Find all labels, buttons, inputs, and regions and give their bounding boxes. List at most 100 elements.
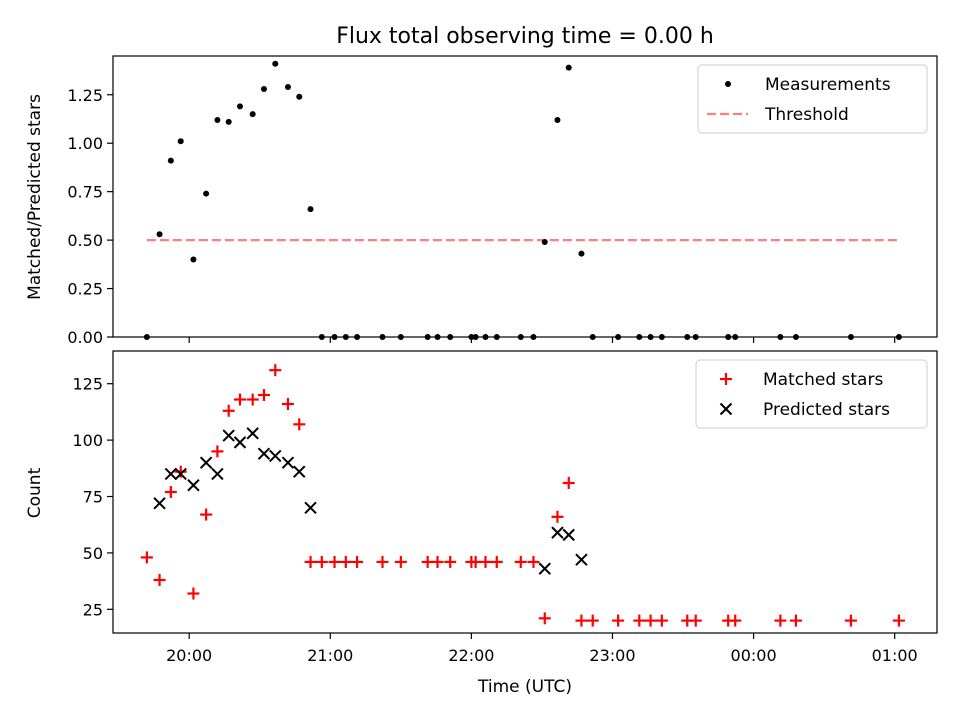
matched-star-point bbox=[479, 555, 492, 568]
matched-star-point bbox=[612, 614, 625, 627]
predicted-star-point bbox=[257, 447, 271, 460]
measurement-point bbox=[684, 334, 691, 340]
bottom-y-tick-label: 50 bbox=[83, 544, 103, 563]
measurement-point bbox=[578, 250, 585, 257]
bottom-y-axis-label: Count bbox=[25, 467, 45, 518]
bottom-x-tick-label: 21:00 bbox=[307, 646, 353, 665]
predicted-star-point bbox=[174, 467, 187, 481]
measurement-point bbox=[225, 118, 232, 125]
measurement-point bbox=[493, 334, 500, 340]
measurement-point bbox=[777, 334, 784, 340]
matched-star-point bbox=[281, 398, 294, 411]
bottom-x-tick-label: 23:00 bbox=[589, 646, 635, 665]
predicted-star-point-b bbox=[562, 528, 575, 542]
measurement-point bbox=[397, 334, 404, 340]
top-legend: Measurements Threshold bbox=[697, 64, 928, 134]
measurement-point bbox=[203, 190, 210, 197]
measurement-point bbox=[284, 84, 291, 91]
matched-star-point bbox=[527, 555, 540, 568]
measurement-point bbox=[541, 239, 548, 246]
predicted-star-point bbox=[233, 436, 247, 449]
matched-star-point bbox=[892, 614, 905, 627]
matched-star-point bbox=[246, 393, 259, 406]
matched-star-point bbox=[490, 555, 503, 568]
measurement-point bbox=[236, 103, 243, 110]
predicted-star-point bbox=[562, 528, 575, 542]
matched-star-point bbox=[689, 614, 702, 627]
legend-predicted-marker bbox=[719, 402, 733, 416]
predicted-star-point-b bbox=[233, 436, 247, 449]
bottom-y-tick-label: 100 bbox=[72, 431, 103, 450]
matched-star-point bbox=[153, 573, 166, 586]
measurement-point bbox=[379, 334, 386, 340]
matched-star-point bbox=[394, 555, 407, 568]
measurement-point bbox=[725, 334, 732, 340]
measurement-point bbox=[307, 206, 314, 213]
top-y-tick-label: 0.00 bbox=[67, 328, 103, 347]
measurement-point bbox=[895, 334, 902, 340]
legend-measurements-label: Measurements bbox=[765, 75, 891, 95]
matched-star-point bbox=[339, 555, 352, 568]
matched-star-point bbox=[187, 587, 200, 600]
bottom-y-tick-label: 75 bbox=[83, 488, 103, 507]
matched-star-point bbox=[304, 555, 317, 568]
bottom-x-tick-label: 00:00 bbox=[731, 646, 777, 665]
predicted-star-point bbox=[246, 427, 259, 440]
matched-star-point bbox=[551, 510, 564, 523]
measurement-point bbox=[589, 334, 596, 340]
matched-star-point bbox=[789, 614, 802, 627]
bottom-legend-box bbox=[695, 359, 928, 429]
measurement-point bbox=[554, 116, 561, 123]
matched-star-point bbox=[644, 614, 657, 627]
measurement-point bbox=[447, 334, 454, 340]
matched-star-point bbox=[633, 614, 646, 627]
legend-measurements-marker bbox=[725, 81, 731, 87]
matched-star-point bbox=[586, 614, 599, 627]
matched-star-point bbox=[351, 555, 364, 568]
predicted-star-point bbox=[211, 467, 224, 481]
matched-star-point bbox=[655, 614, 668, 627]
legend-threshold-label: Threshold bbox=[764, 105, 849, 125]
measurement-point bbox=[530, 334, 537, 340]
matched-star-point bbox=[328, 555, 341, 568]
predicted-star-point-b bbox=[257, 447, 271, 460]
top-y-tick-label: 0.75 bbox=[67, 183, 103, 202]
bottom-legend: Matched stars Predicted stars bbox=[695, 359, 928, 429]
measurement-point bbox=[424, 334, 431, 340]
measurement-point bbox=[565, 64, 572, 71]
predicted-star-point bbox=[304, 501, 317, 514]
measurement-point bbox=[847, 334, 854, 340]
predicted-star-point-b bbox=[293, 465, 306, 478]
measurement-point bbox=[732, 334, 739, 340]
top-y-tick-label: 0.50 bbox=[67, 231, 103, 250]
predicted-star-point bbox=[164, 467, 178, 481]
bottom-x-tick-label: 01:00 bbox=[872, 646, 918, 665]
matched-star-point bbox=[376, 555, 389, 568]
predicted-star-point bbox=[551, 526, 564, 539]
measurement-point bbox=[318, 334, 325, 340]
predicted-star-point bbox=[575, 553, 588, 566]
predicted-star-point-b bbox=[199, 456, 213, 469]
predicted-star-point bbox=[281, 456, 295, 469]
matched-star-point bbox=[293, 418, 306, 431]
predicted-star-point-b bbox=[222, 429, 235, 442]
matched-star-point bbox=[538, 612, 551, 625]
predicted-star-point-b bbox=[304, 501, 317, 514]
measurement-point bbox=[296, 93, 303, 100]
predicted-star-point-b bbox=[538, 562, 551, 575]
predicted-star-point-b bbox=[153, 497, 166, 510]
measurement-point bbox=[792, 334, 799, 340]
matched-star-point bbox=[257, 388, 270, 401]
predicted-star-point bbox=[269, 449, 282, 463]
matched-star-point bbox=[431, 555, 444, 568]
predicted-star-point bbox=[222, 429, 235, 442]
matched-star-point bbox=[222, 404, 235, 417]
top-y-tick-label: 1.00 bbox=[67, 134, 103, 153]
measurement-point bbox=[272, 60, 279, 67]
measurement-point bbox=[214, 116, 221, 123]
measurement-point bbox=[143, 334, 150, 340]
predicted-star-point-b bbox=[187, 479, 200, 492]
top-y-axis-label: Matched/Predicted stars bbox=[25, 94, 45, 300]
predicted-star-point-b bbox=[269, 449, 282, 463]
